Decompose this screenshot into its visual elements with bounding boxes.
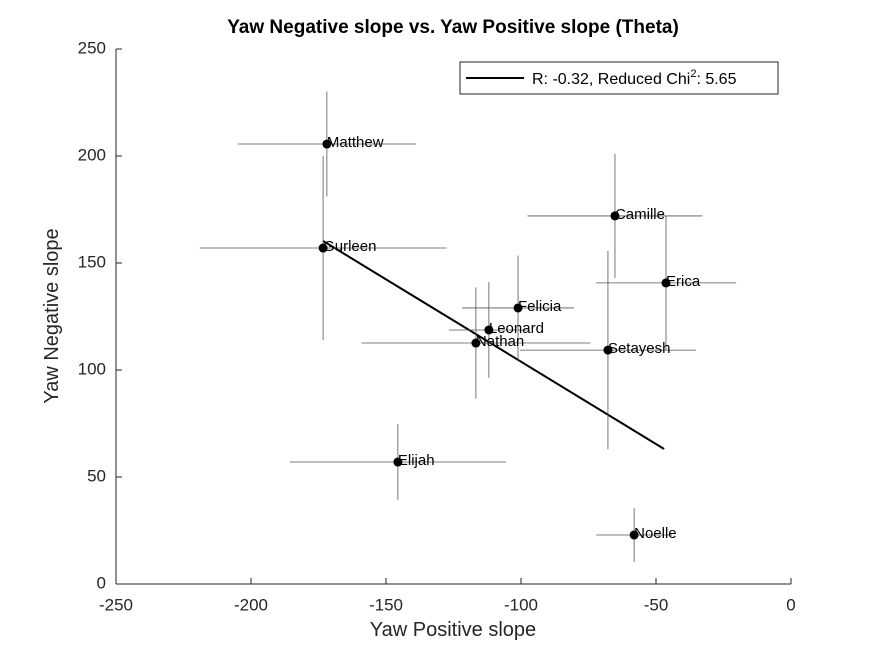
x-tick-label: -250 [99, 595, 133, 614]
point [322, 139, 332, 149]
point [484, 325, 494, 335]
y-tick-label: 150 [78, 252, 106, 271]
y-tick-label: 50 [87, 466, 106, 485]
x-tick-label: 0 [786, 595, 795, 614]
legend-superscript: 2 [690, 68, 696, 80]
y-tick-label: 200 [78, 145, 106, 164]
point-label: Matthew [327, 134, 384, 151]
point [318, 243, 328, 253]
point-label: Nathan [476, 333, 524, 350]
y-tick-label: 250 [78, 38, 106, 57]
x-tick-label: -150 [369, 595, 403, 614]
y-tick-label: 100 [78, 359, 106, 378]
point-label: Felicia [518, 298, 562, 315]
point [471, 338, 481, 348]
x-axis-label: Yaw Positive slope [370, 619, 536, 641]
x-tick-label: -200 [234, 595, 268, 614]
point-label: Leonard [489, 320, 544, 337]
point-label: Gurleen [323, 238, 376, 255]
x-tick-label: -50 [644, 595, 669, 614]
x-tick-label: -100 [504, 595, 538, 614]
point [393, 457, 403, 467]
y-tick-label: 0 [97, 573, 106, 592]
point [661, 278, 671, 288]
point-label: Erica [666, 273, 701, 290]
legend-text: R: -0.32, Reduced Chi [532, 71, 690, 88]
legend: R: -0.32, Reduced Chi2: 5.65 [459, 61, 779, 95]
point [603, 345, 613, 355]
legend-suffix: : 5.65 [696, 71, 736, 88]
y-axis-label: Yaw Negative slope [41, 228, 63, 403]
point [513, 303, 523, 313]
point [610, 211, 620, 221]
point-label: Setayesh [608, 340, 671, 357]
chart-title: Yaw Negative slope vs. Yaw Positive slop… [227, 17, 679, 38]
legend-label: R: -0.32, Reduced Chi2: 5.65 [532, 68, 737, 88]
point-label: Elijah [398, 452, 435, 469]
point-label: Noelle [634, 525, 677, 542]
fit-line [322, 240, 665, 450]
point-label: Camille [615, 206, 665, 223]
point [629, 530, 639, 540]
